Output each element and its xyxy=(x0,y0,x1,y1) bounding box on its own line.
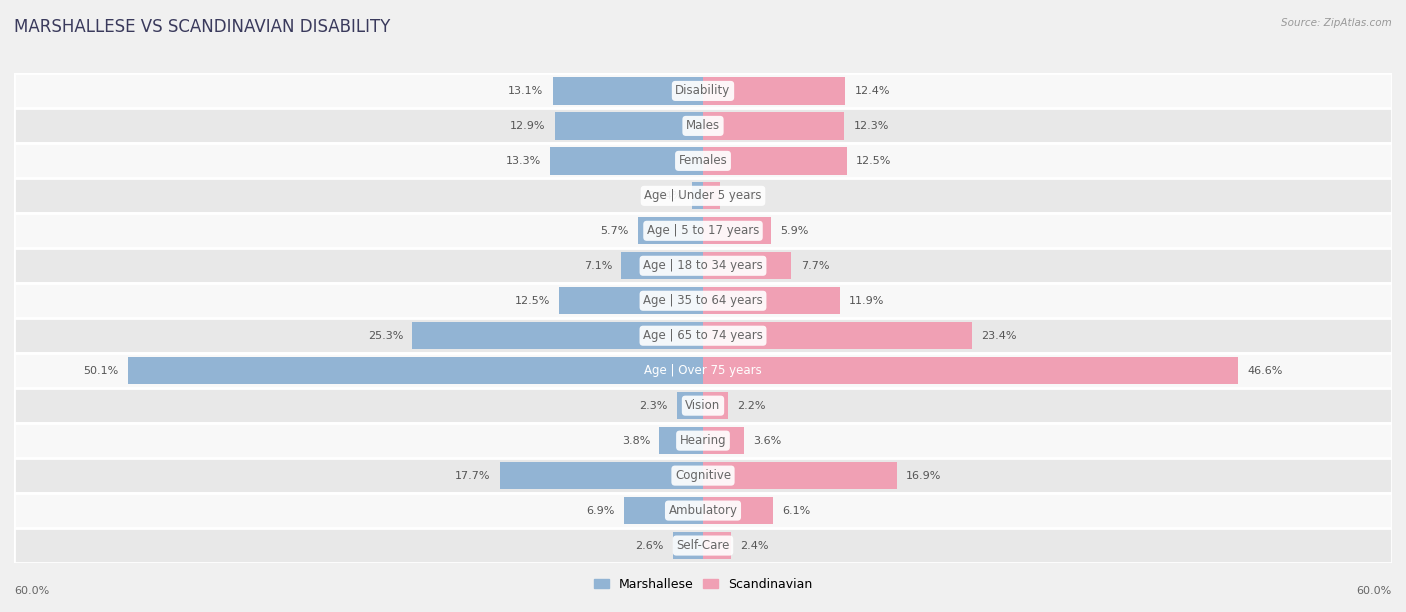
Text: 50.1%: 50.1% xyxy=(83,366,118,376)
Text: 2.3%: 2.3% xyxy=(640,401,668,411)
Text: Hearing: Hearing xyxy=(679,434,727,447)
Text: Age | 18 to 34 years: Age | 18 to 34 years xyxy=(643,259,763,272)
Bar xyxy=(676,392,703,419)
Bar xyxy=(128,357,703,384)
Bar xyxy=(14,73,1392,108)
Bar xyxy=(560,287,703,315)
Bar xyxy=(624,497,703,524)
Legend: Marshallese, Scandinavian: Marshallese, Scandinavian xyxy=(589,573,817,596)
Text: 3.6%: 3.6% xyxy=(754,436,782,446)
Text: Self-Care: Self-Care xyxy=(676,539,730,552)
Bar xyxy=(14,143,1392,178)
Bar xyxy=(703,322,972,349)
Text: 17.7%: 17.7% xyxy=(456,471,491,480)
Text: Vision: Vision xyxy=(685,399,721,412)
Bar xyxy=(553,77,703,105)
Bar xyxy=(703,252,792,280)
Text: 12.4%: 12.4% xyxy=(855,86,890,96)
Text: 16.9%: 16.9% xyxy=(907,471,942,480)
Bar xyxy=(659,427,703,454)
Text: 2.4%: 2.4% xyxy=(740,540,768,551)
Text: Source: ZipAtlas.com: Source: ZipAtlas.com xyxy=(1281,18,1392,28)
Text: 5.9%: 5.9% xyxy=(780,226,808,236)
Bar xyxy=(412,322,703,349)
Bar xyxy=(703,217,770,244)
Bar xyxy=(14,388,1392,423)
Text: Age | 5 to 17 years: Age | 5 to 17 years xyxy=(647,225,759,237)
Bar xyxy=(703,427,744,454)
Text: 7.1%: 7.1% xyxy=(583,261,612,271)
Text: MARSHALLESE VS SCANDINAVIAN DISABILITY: MARSHALLESE VS SCANDINAVIAN DISABILITY xyxy=(14,18,391,36)
Bar xyxy=(703,497,773,524)
Bar xyxy=(703,182,720,209)
Text: 12.5%: 12.5% xyxy=(856,156,891,166)
Text: 12.3%: 12.3% xyxy=(853,121,889,131)
Text: 13.3%: 13.3% xyxy=(506,156,541,166)
Bar xyxy=(703,77,845,105)
Text: Disability: Disability xyxy=(675,84,731,97)
Bar xyxy=(14,318,1392,353)
Text: 11.9%: 11.9% xyxy=(849,296,884,306)
Bar xyxy=(703,392,728,419)
Text: Ambulatory: Ambulatory xyxy=(668,504,738,517)
Bar xyxy=(14,283,1392,318)
Text: 1.5%: 1.5% xyxy=(730,191,758,201)
Text: 2.6%: 2.6% xyxy=(636,540,664,551)
Bar xyxy=(703,147,846,174)
Bar xyxy=(703,112,844,140)
Bar xyxy=(703,357,1239,384)
Text: 7.7%: 7.7% xyxy=(800,261,830,271)
Bar xyxy=(555,112,703,140)
Bar xyxy=(499,462,703,489)
Text: Age | 65 to 74 years: Age | 65 to 74 years xyxy=(643,329,763,342)
Bar xyxy=(14,353,1392,388)
Text: Cognitive: Cognitive xyxy=(675,469,731,482)
Bar xyxy=(673,532,703,559)
Bar xyxy=(637,217,703,244)
Text: 60.0%: 60.0% xyxy=(1357,586,1392,595)
Text: Age | 35 to 64 years: Age | 35 to 64 years xyxy=(643,294,763,307)
Text: 6.9%: 6.9% xyxy=(586,506,614,515)
Text: 23.4%: 23.4% xyxy=(981,330,1017,341)
Bar xyxy=(692,182,703,209)
Text: 0.94%: 0.94% xyxy=(648,191,683,201)
Text: Females: Females xyxy=(679,154,727,167)
Bar xyxy=(14,178,1392,214)
Bar xyxy=(703,287,839,315)
Bar xyxy=(14,493,1392,528)
Text: Age | Under 5 years: Age | Under 5 years xyxy=(644,189,762,203)
Bar xyxy=(14,108,1392,143)
Text: 2.2%: 2.2% xyxy=(738,401,766,411)
Text: 46.6%: 46.6% xyxy=(1247,366,1282,376)
Text: 12.5%: 12.5% xyxy=(515,296,550,306)
Text: 5.7%: 5.7% xyxy=(600,226,628,236)
Bar xyxy=(14,423,1392,458)
Text: 25.3%: 25.3% xyxy=(368,330,404,341)
Text: Males: Males xyxy=(686,119,720,132)
Text: 60.0%: 60.0% xyxy=(14,586,49,595)
Text: Age | Over 75 years: Age | Over 75 years xyxy=(644,364,762,377)
Text: 3.8%: 3.8% xyxy=(621,436,650,446)
Text: 13.1%: 13.1% xyxy=(508,86,543,96)
Bar xyxy=(703,532,731,559)
Text: 6.1%: 6.1% xyxy=(782,506,810,515)
Bar xyxy=(621,252,703,280)
Bar xyxy=(550,147,703,174)
Bar xyxy=(14,528,1392,563)
Bar xyxy=(703,462,897,489)
Bar xyxy=(14,248,1392,283)
Bar xyxy=(14,214,1392,248)
Text: 12.9%: 12.9% xyxy=(510,121,546,131)
Bar xyxy=(14,458,1392,493)
